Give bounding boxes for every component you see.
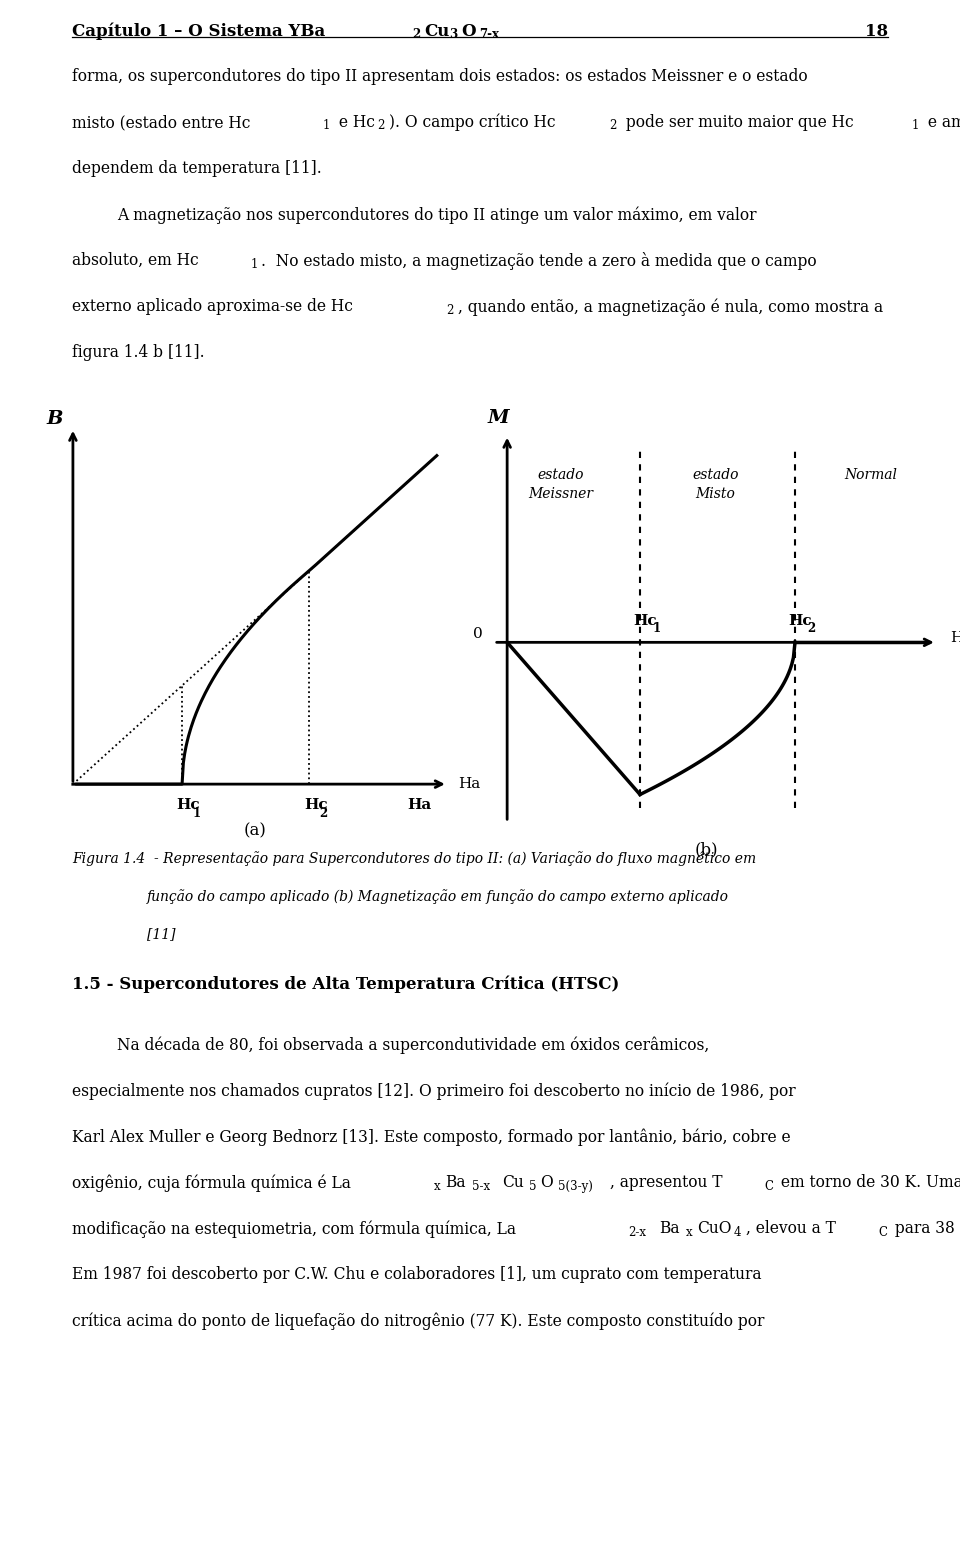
Text: 3: 3 — [449, 28, 458, 42]
Text: 2: 2 — [807, 622, 816, 636]
Text: dependem da temperatura [11].: dependem da temperatura [11]. — [72, 160, 322, 177]
Text: , elevou a T: , elevou a T — [746, 1221, 835, 1238]
Text: CuO: CuO — [697, 1221, 732, 1238]
Text: 5(3-y): 5(3-y) — [558, 1180, 593, 1193]
Text: (b): (b) — [695, 842, 718, 859]
Text: B: B — [46, 409, 63, 428]
Text: 7-x: 7-x — [479, 28, 499, 42]
Text: crítica acima do ponto de liquefação do nitrogênio (77 K). Este composto constit: crítica acima do ponto de liquefação do … — [72, 1312, 764, 1329]
Text: especialmente nos chamados cupratos [12]. O primeiro foi descoberto no início de: especialmente nos chamados cupratos [12]… — [72, 1083, 796, 1100]
Text: Hc: Hc — [177, 797, 201, 813]
Text: x: x — [685, 1225, 692, 1239]
Text: oxigênio, cuja fórmula química é La: oxigênio, cuja fórmula química é La — [72, 1174, 350, 1191]
Text: estado: estado — [692, 468, 738, 482]
Text: , apresentou T: , apresentou T — [610, 1174, 723, 1191]
Text: C: C — [878, 1225, 887, 1239]
Text: H: H — [950, 631, 960, 645]
Text: Hc: Hc — [788, 614, 812, 628]
Text: forma, os supercondutores do tipo II apresentam dois estados: os estados Meissne: forma, os supercondutores do tipo II apr… — [72, 68, 807, 85]
Text: 2: 2 — [446, 304, 453, 316]
Text: Misto: Misto — [695, 487, 735, 501]
Text: externo aplicado aproxima-se de Hc: externo aplicado aproxima-se de Hc — [72, 298, 353, 315]
Text: Karl Alex Muller e Georg Bednorz [13]. Este composto, formado por lantânio, bári: Karl Alex Muller e Georg Bednorz [13]. E… — [72, 1128, 791, 1146]
Text: 1.5 - Supercondutores de Alta Temperatura Crítica (HTSC): 1.5 - Supercondutores de Alta Temperatur… — [72, 976, 619, 994]
Text: 1: 1 — [192, 807, 201, 819]
Text: 1: 1 — [911, 119, 919, 132]
Text: para 38 K.: para 38 K. — [890, 1221, 960, 1238]
Text: Ba: Ba — [659, 1221, 680, 1238]
Text: estado: estado — [537, 468, 584, 482]
Text: 1: 1 — [251, 257, 258, 270]
Text: (a): (a) — [244, 822, 266, 839]
Text: 1: 1 — [653, 622, 660, 636]
Text: 0: 0 — [473, 627, 483, 641]
Text: Normal: Normal — [844, 468, 897, 482]
Text: 2: 2 — [320, 807, 328, 819]
Text: O: O — [461, 23, 475, 40]
Text: modificação na estequiometria, com fórmula química, La: modificação na estequiometria, com fórmu… — [72, 1221, 516, 1238]
Text: 18: 18 — [865, 23, 888, 40]
Text: 5: 5 — [529, 1180, 537, 1193]
Text: 5-x: 5-x — [472, 1180, 491, 1193]
Text: Hc: Hc — [304, 797, 327, 813]
Text: Ba: Ba — [445, 1174, 466, 1191]
Text: 2: 2 — [412, 28, 420, 42]
Text: Em 1987 foi descoberto por C.W. Chu e colaboradores [1], um cuprato com temperat: Em 1987 foi descoberto por C.W. Chu e co… — [72, 1266, 761, 1283]
Text: Ha: Ha — [408, 797, 432, 813]
Text: e Hc: e Hc — [334, 115, 374, 130]
Text: .  No estado misto, a magnetização tende a zero à medida que o campo: . No estado misto, a magnetização tende … — [261, 251, 817, 270]
Text: misto (estado entre Hc: misto (estado entre Hc — [72, 115, 251, 130]
Text: 1: 1 — [323, 119, 330, 132]
Text: 2: 2 — [610, 119, 617, 132]
Text: figura 1.4 b [11].: figura 1.4 b [11]. — [72, 344, 204, 361]
Text: Na década de 80, foi observada a supercondutividade em óxidos cerâmicos,: Na década de 80, foi observada a superco… — [117, 1036, 709, 1053]
Text: absoluto, em Hc: absoluto, em Hc — [72, 251, 199, 268]
Text: pode ser muito maior que Hc: pode ser muito maior que Hc — [621, 115, 853, 130]
Text: [11]: [11] — [147, 927, 176, 941]
Text: A magnetização nos supercondutores do tipo II atinge um valor máximo, em valor: A magnetização nos supercondutores do ti… — [117, 206, 756, 223]
Text: ). O campo crítico Hc: ). O campo crítico Hc — [389, 115, 556, 132]
Text: C: C — [764, 1180, 774, 1193]
Text: Meissner: Meissner — [528, 487, 592, 501]
Text: 2-x: 2-x — [629, 1225, 646, 1239]
Text: em torno de 30 K. Uma: em torno de 30 K. Uma — [776, 1174, 960, 1191]
Text: , quando então, a magnetização é nula, como mostra a: , quando então, a magnetização é nula, c… — [458, 298, 882, 315]
Text: Figura 1.4  - Representação para Supercondutores do tipo II: (a) Variação do flu: Figura 1.4 - Representação para Supercon… — [72, 851, 756, 865]
Text: M: M — [488, 408, 509, 427]
Text: Cu: Cu — [502, 1174, 524, 1191]
Text: Cu: Cu — [424, 23, 449, 40]
Text: 2: 2 — [377, 119, 385, 132]
Text: x: x — [434, 1180, 441, 1193]
Text: 4: 4 — [734, 1225, 741, 1239]
Text: Hc: Hc — [634, 614, 657, 628]
Text: O: O — [540, 1174, 553, 1191]
Text: função do campo aplicado (b) Magnetização em função do campo externo aplicado: função do campo aplicado (b) Magnetizaçã… — [147, 889, 729, 904]
Text: Ha: Ha — [459, 777, 481, 791]
Text: e ambos: e ambos — [923, 115, 960, 130]
Text: Capítulo 1 – O Sistema YBa: Capítulo 1 – O Sistema YBa — [72, 23, 325, 40]
